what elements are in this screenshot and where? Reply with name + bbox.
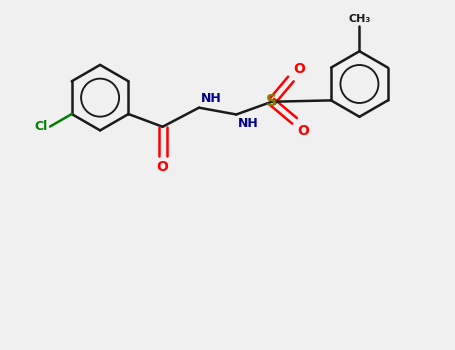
Text: Cl: Cl	[35, 120, 48, 133]
Text: NH: NH	[238, 117, 259, 130]
Text: O: O	[157, 160, 168, 174]
Text: NH: NH	[201, 92, 222, 105]
Text: O: O	[297, 124, 309, 138]
Text: S: S	[266, 94, 277, 109]
Text: CH₃: CH₃	[349, 14, 370, 25]
Text: O: O	[293, 62, 305, 76]
